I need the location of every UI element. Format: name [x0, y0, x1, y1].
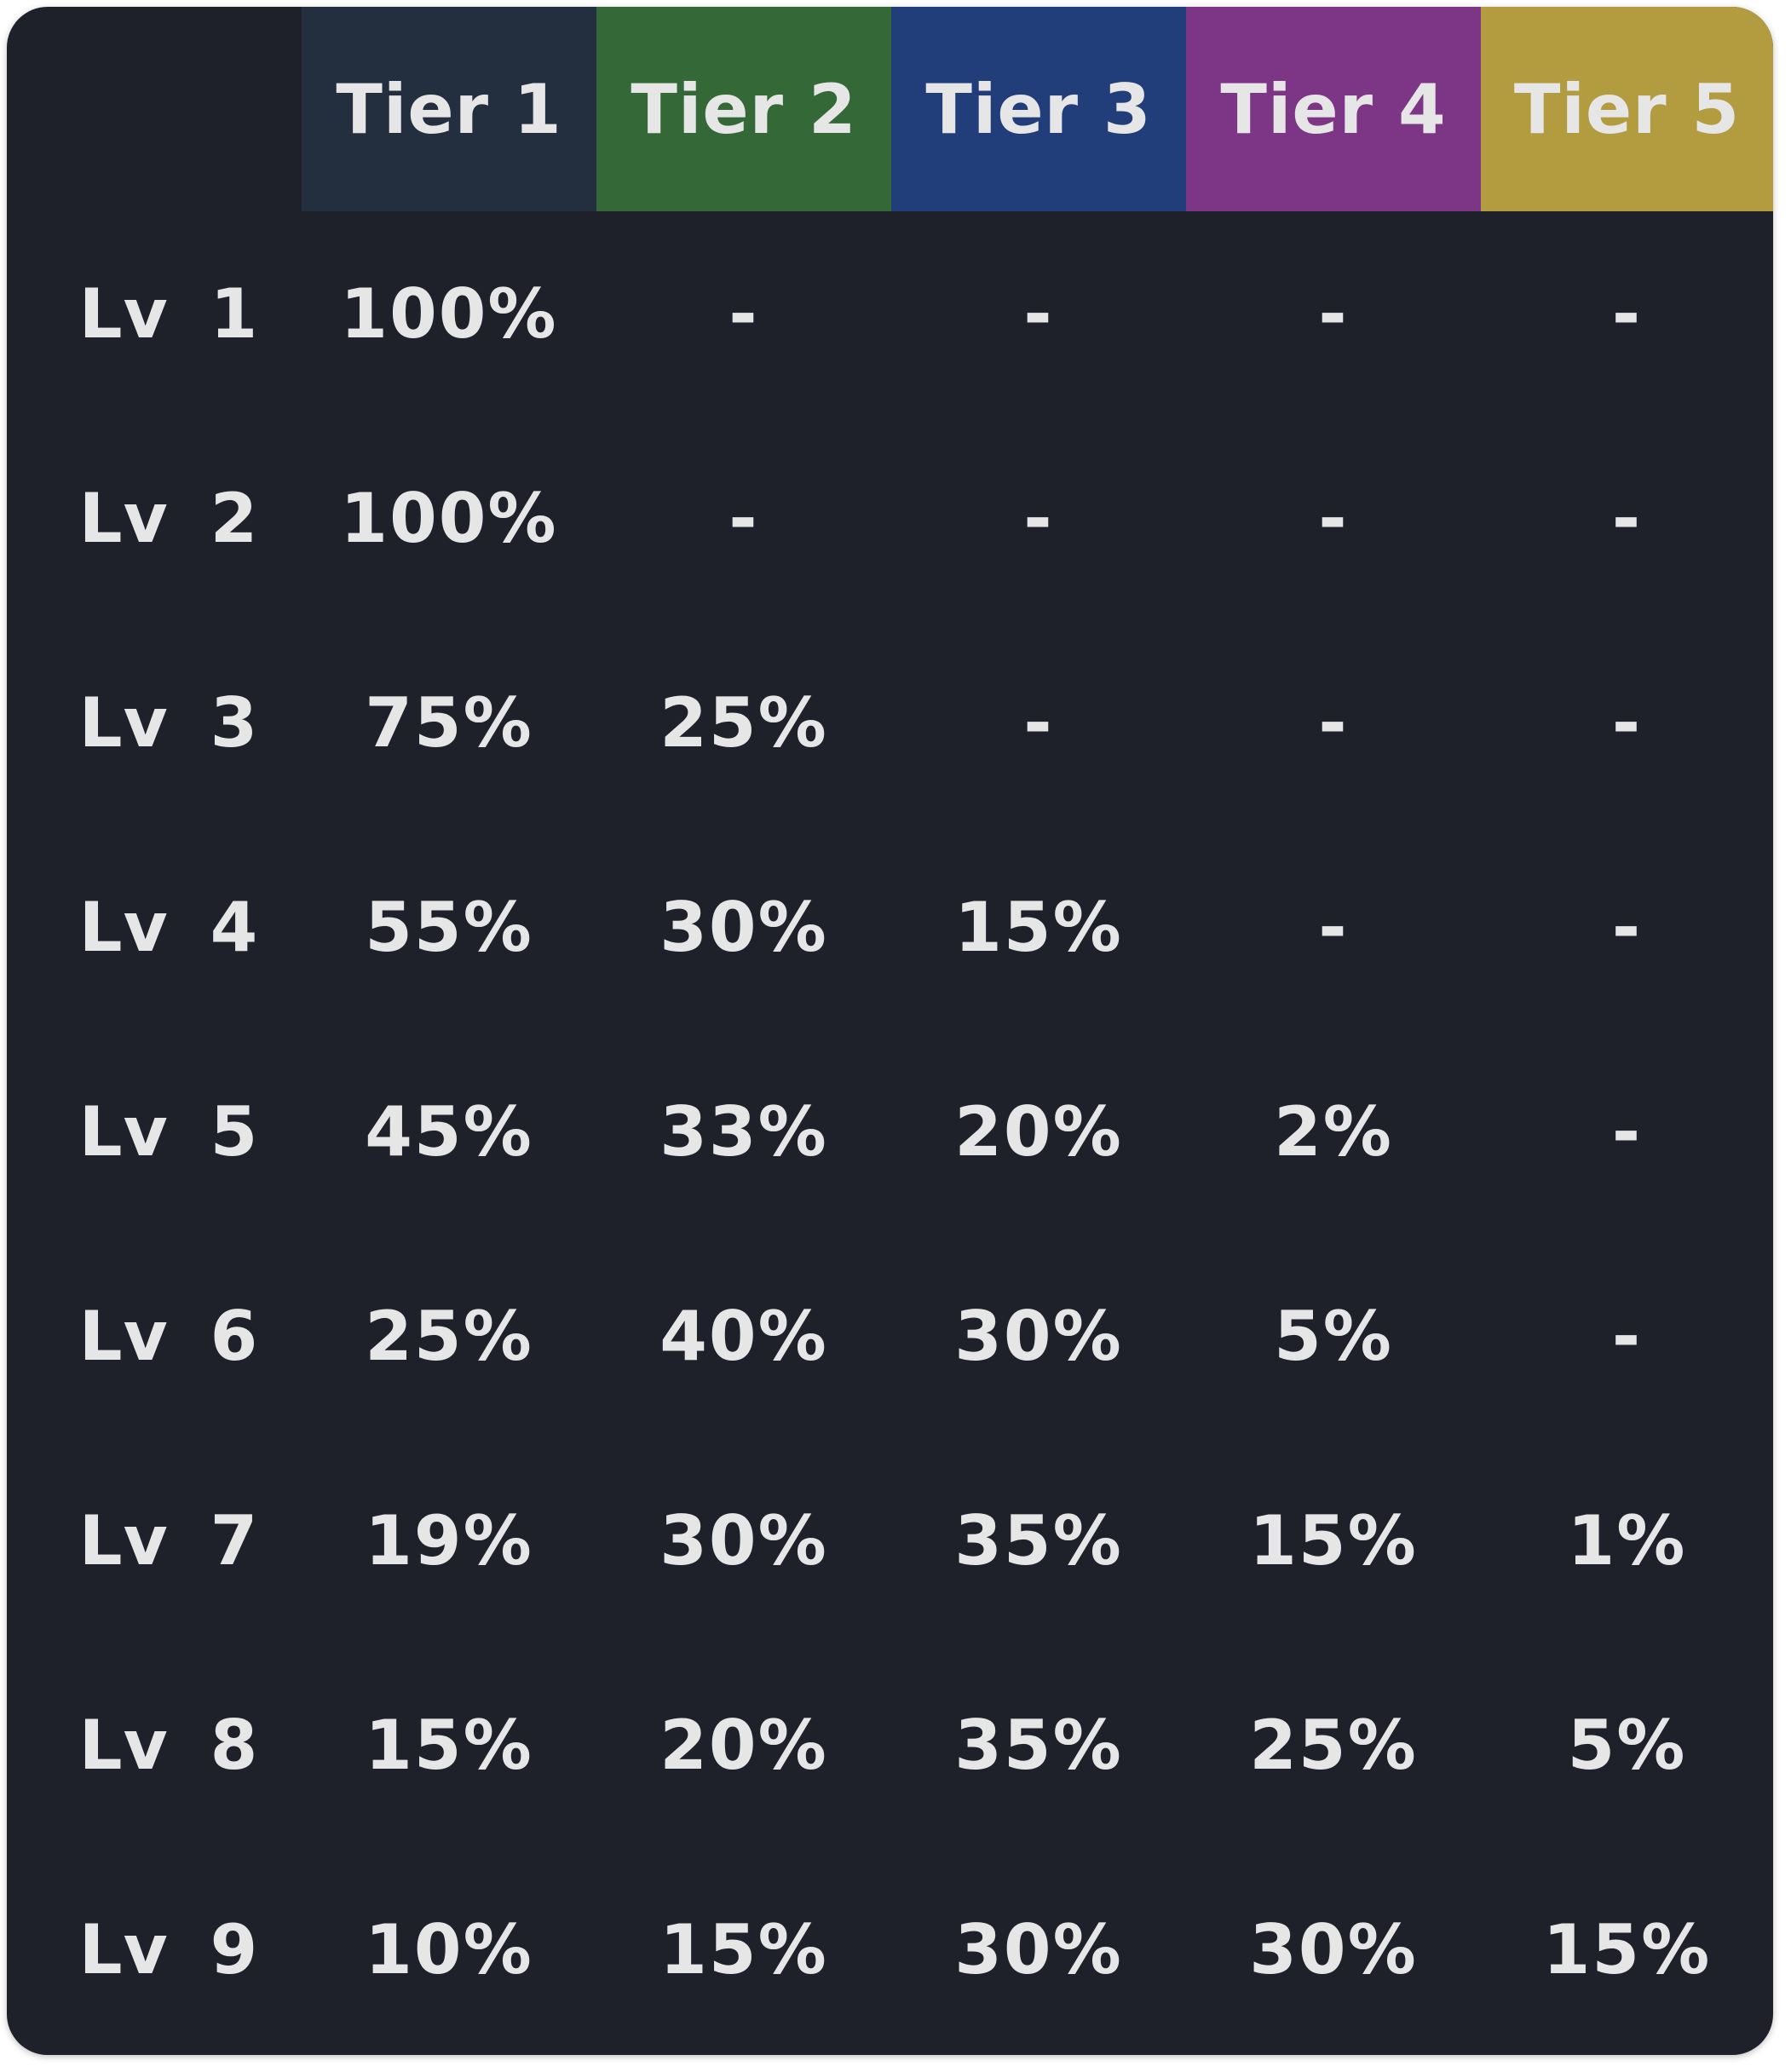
tier-probability-table: Tier 1 Tier 2 Tier 3 Tier 4 Tier 5 Lv 1 …	[7, 7, 1773, 2055]
level-label: Lv 5	[78, 1091, 259, 1171]
table-cell: -	[1318, 887, 1349, 967]
table-cell: -	[1611, 1296, 1643, 1376]
level-label: Lv 6	[78, 1296, 259, 1376]
table-cell: -	[1023, 273, 1054, 354]
table-cell: 30%	[954, 1296, 1123, 1376]
table-cell: 2%	[1274, 1091, 1393, 1171]
table-cell: -	[1611, 1091, 1643, 1171]
table-cell: -	[1023, 478, 1054, 558]
table-row: Lv 8 15% 20% 35% 25% 5%	[7, 1643, 1773, 1847]
table-cell: -	[728, 478, 759, 558]
table-cell: 1%	[1567, 1500, 1687, 1580]
table-row: Lv 2 100% - - - -	[7, 416, 1773, 620]
level-label: Lv 4	[78, 887, 259, 967]
table-cell: -	[1318, 682, 1349, 763]
table-cell: -	[1611, 682, 1643, 763]
table-cell: 15%	[954, 887, 1123, 967]
table-cell: 20%	[659, 1705, 828, 1785]
level-label: Lv 9	[78, 1909, 259, 1989]
table-cell: 10%	[365, 1909, 533, 1989]
table-cell: 15%	[1542, 1909, 1712, 1989]
table-row: Lv 1 100% - - - -	[7, 211, 1773, 416]
table-cell: 40%	[659, 1296, 828, 1376]
table-cell: 15%	[365, 1705, 533, 1785]
table-cell: 30%	[659, 887, 828, 967]
table-row: Lv 5 45% 33% 20% 2% -	[7, 1029, 1773, 1234]
table-row: Lv 6 25% 40% 30% 5% -	[7, 1234, 1773, 1438]
table-cell: 45%	[365, 1091, 533, 1171]
table-row: Lv 4 55% 30% 15% - -	[7, 825, 1773, 1029]
table-row: Lv 3 75% 25% - - -	[7, 620, 1773, 825]
table-cell: -	[728, 273, 759, 354]
table-cell: 15%	[659, 1909, 828, 1989]
header-tier-3: Tier 3	[891, 7, 1186, 211]
level-label: Lv 8	[78, 1705, 259, 1785]
table-cell: -	[1023, 682, 1054, 763]
header-tier-4: Tier 4	[1186, 7, 1481, 211]
table-cell: 35%	[954, 1500, 1123, 1580]
level-label: Lv 2	[78, 478, 259, 558]
header-tier-2: Tier 2	[596, 7, 891, 211]
table-cell: 55%	[365, 887, 533, 967]
table-cell: 30%	[1249, 1909, 1418, 1989]
table-cell: 15%	[1249, 1500, 1418, 1580]
table-cell: 30%	[659, 1500, 828, 1580]
header-tier-1: Tier 1	[302, 7, 596, 211]
table-cell: 35%	[954, 1705, 1123, 1785]
table-cell: 100%	[340, 478, 558, 558]
table-cell: 33%	[659, 1091, 828, 1171]
table-cell: -	[1611, 887, 1643, 967]
header-tier-5: Tier 5	[1481, 7, 1773, 211]
level-label: Lv 3	[78, 682, 259, 763]
table-header-row: Tier 1 Tier 2 Tier 3 Tier 4 Tier 5	[7, 7, 1773, 211]
table-cell: -	[1611, 478, 1643, 558]
table-cell: 19%	[365, 1500, 533, 1580]
table-cell: -	[1318, 273, 1349, 354]
table-cell: 100%	[340, 273, 558, 354]
level-label: Lv 1	[78, 273, 259, 354]
table-cell: 30%	[954, 1909, 1123, 1989]
table-cell: 25%	[365, 1296, 533, 1376]
table-cell: 25%	[1249, 1705, 1418, 1785]
table-row: Lv 9 10% 15% 30% 30% 15%	[7, 1847, 1773, 2052]
table-cell: 5%	[1567, 1705, 1687, 1785]
table-cell: -	[1318, 478, 1349, 558]
table-cell: 5%	[1274, 1296, 1393, 1376]
table-cell: 25%	[659, 682, 828, 763]
table-row: Lv 7 19% 30% 35% 15% 1%	[7, 1438, 1773, 1643]
table-cell: -	[1611, 273, 1643, 354]
level-label: Lv 7	[78, 1500, 259, 1580]
table-cell: 20%	[954, 1091, 1123, 1171]
table-cell: 75%	[365, 682, 533, 763]
